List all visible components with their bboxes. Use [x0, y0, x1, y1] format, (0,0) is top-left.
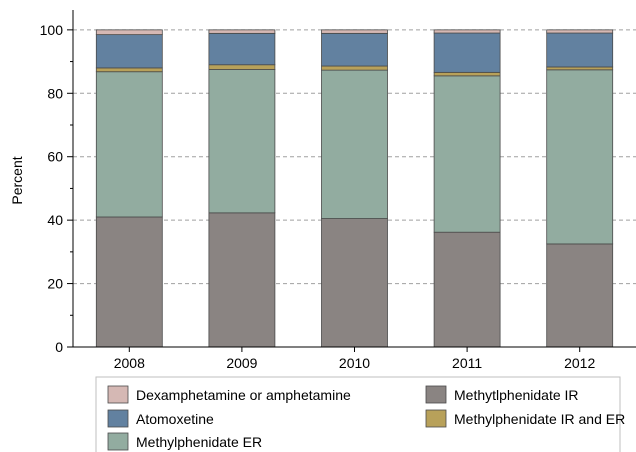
bar-segment — [208, 32, 276, 66]
y-tick-label: 60 — [47, 149, 63, 165]
legend-label: Methylphenidate IR and ER — [454, 411, 625, 427]
y-tick-label: 80 — [47, 85, 63, 101]
y-tick-label: 20 — [47, 276, 63, 292]
bar-segment — [95, 67, 163, 73]
y-axis-title: Percent — [9, 156, 25, 204]
y-tick-label: 100 — [40, 22, 64, 38]
legend-swatch — [107, 432, 129, 451]
legend-box — [95, 376, 621, 452]
bar-segment — [95, 216, 163, 348]
bar-segment — [546, 66, 614, 71]
x-tick-label: 2010 — [339, 355, 370, 371]
bar-segment — [546, 29, 614, 34]
y-tick-label: 0 — [55, 339, 63, 355]
legend: Dexamphetamine or amphetamine Atomoxetine… — [95, 376, 625, 452]
y-tick-label: 40 — [47, 212, 63, 228]
bar-segment — [433, 71, 501, 77]
x-tick-label: 2009 — [226, 355, 257, 371]
legend-label: Atomoxetine — [136, 411, 214, 427]
bars — [95, 29, 614, 348]
bar-segment — [95, 71, 163, 218]
legend-swatch — [425, 385, 447, 404]
bar-segment — [433, 75, 501, 233]
bar-segment — [321, 32, 388, 67]
legend-swatch — [107, 385, 129, 404]
bar-segment — [321, 69, 388, 219]
legend-label: Dexamphetamine or amphetamine — [136, 387, 351, 403]
bar-segment — [208, 69, 276, 214]
bar-segment — [546, 32, 614, 68]
legend-label: Methylphenidate ER — [136, 434, 262, 450]
bar-segment — [321, 65, 388, 71]
legend-swatch — [425, 409, 447, 428]
x-tick-label: 2012 — [564, 355, 595, 371]
bar-segment — [433, 231, 501, 348]
bar-segment — [546, 69, 614, 245]
legend-label: Methytlphenidate IR — [454, 387, 579, 403]
bar-segment — [208, 212, 276, 348]
bar-segment — [95, 29, 163, 36]
bar-segment — [546, 243, 614, 348]
bar-segment — [95, 34, 163, 69]
bar-segment — [208, 64, 276, 70]
x-tick-label: 2011 — [452, 355, 482, 371]
bar-segment — [433, 29, 501, 34]
bar-segment — [321, 29, 388, 34]
bar-segment — [321, 218, 388, 348]
axes: 0 20 40 60 80 100 2008 2009 2010 2011 2012 — [40, 10, 636, 371]
bar-segment — [433, 32, 501, 73]
legend-swatch — [107, 409, 129, 428]
bar-segment — [208, 29, 276, 34]
x-tick-label: 2008 — [114, 355, 145, 371]
